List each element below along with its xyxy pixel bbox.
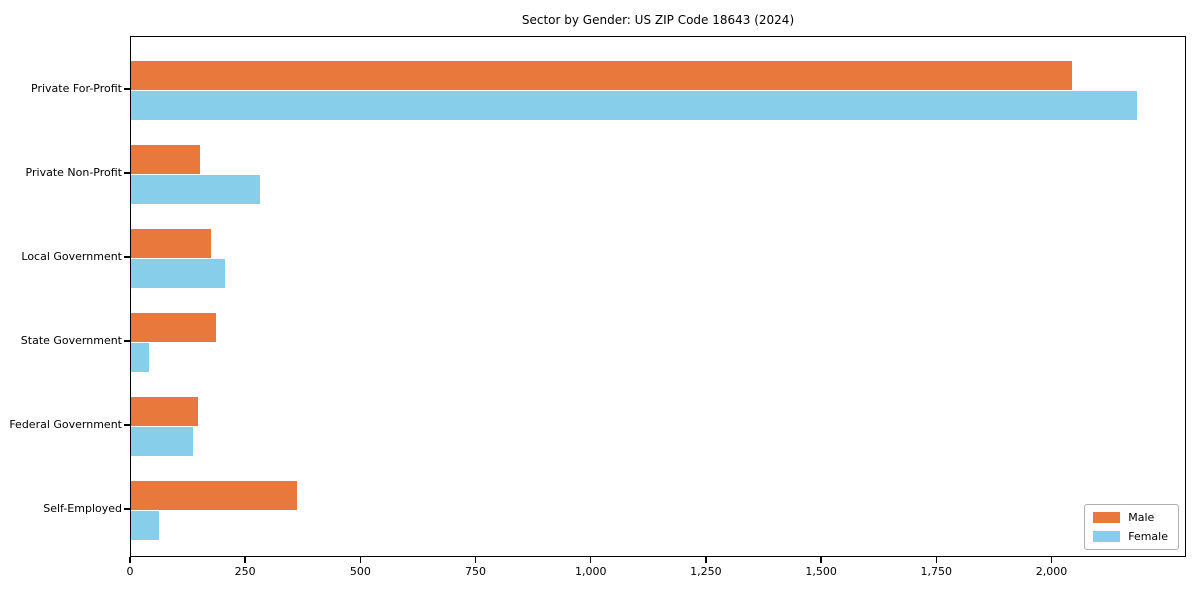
bar-female <box>131 258 226 288</box>
bar-male <box>131 396 198 426</box>
legend-item-female: Female <box>1093 530 1168 543</box>
bar-female <box>131 510 159 540</box>
x-tick-label: 2,000 <box>1035 565 1068 578</box>
x-tick-mark <box>244 557 246 563</box>
x-tick-mark <box>935 557 938 563</box>
bar-female <box>131 342 150 372</box>
y-tick-mark <box>124 256 130 258</box>
y-tick-mark <box>124 508 130 510</box>
x-tick-mark <box>589 557 592 563</box>
x-tick-label: 1,000 <box>574 565 607 578</box>
y-tick-mark <box>124 172 130 174</box>
x-tick-label: 250 <box>234 565 256 578</box>
y-tick-mark <box>124 340 130 342</box>
legend-label-female: Female <box>1128 530 1168 543</box>
x-tick-mark <box>820 557 822 563</box>
legend: Male Female <box>1084 504 1179 550</box>
bar-male <box>131 480 297 510</box>
y-tick-label: Local Government <box>21 250 122 263</box>
y-tick-label: State Government <box>20 334 122 347</box>
bar-male <box>131 312 217 342</box>
bar-male <box>131 144 201 174</box>
x-tick-mark <box>359 557 362 563</box>
plot-area: Male Female <box>130 36 1186 557</box>
y-tick-label: Self-Employed <box>43 502 122 515</box>
y-tick-label: Private For-Profit <box>31 82 122 95</box>
y-tick-label: Federal Government <box>9 418 122 431</box>
bar-male <box>131 228 212 258</box>
x-tick-label: 500 <box>349 565 371 578</box>
chart-title: Sector by Gender: US ZIP Code 18643 (202… <box>521 13 795 27</box>
x-tick-mark <box>1050 557 1053 563</box>
bar-female <box>131 174 260 204</box>
y-tick-mark <box>124 424 130 426</box>
bar-female <box>131 426 194 456</box>
legend-label-male: Male <box>1128 511 1155 524</box>
x-tick-label: 750 <box>465 565 487 578</box>
y-tick-label: Private Non-Profit <box>25 166 122 179</box>
x-tick-mark <box>705 557 707 563</box>
x-tick-mark <box>474 557 477 563</box>
x-tick-mark <box>129 557 131 563</box>
bar-male <box>131 60 1073 90</box>
x-tick-label: 1,500 <box>805 565 837 578</box>
legend-swatch-female-icon <box>1093 531 1121 542</box>
legend-item-male: Male <box>1093 511 1168 524</box>
x-tick-label: 0 <box>126 565 134 578</box>
bar-female <box>131 90 1137 120</box>
x-tick-label: 1,250 <box>690 565 722 578</box>
y-tick-mark <box>124 88 130 90</box>
legend-swatch-male-icon <box>1093 512 1121 523</box>
x-tick-label: 1,750 <box>920 565 953 578</box>
